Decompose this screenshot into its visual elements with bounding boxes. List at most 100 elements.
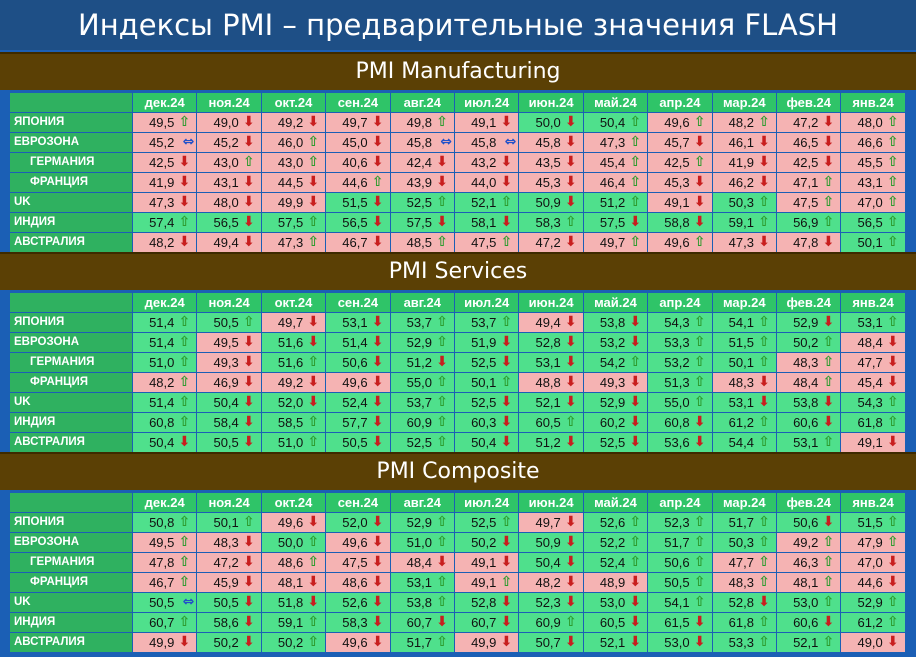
pmi-cell: 53,3 ⇧: [712, 633, 776, 652]
trend-arrow: ⬇: [693, 134, 706, 150]
pmi-cell: 46,7 ⬇: [326, 233, 390, 252]
pmi-cell: 51,5 ⬇: [326, 193, 390, 212]
trend-arrow: ⇧: [822, 354, 835, 370]
pmi-cell: 48,6 ⇧: [261, 553, 326, 572]
trend-arrow: ⇧: [436, 574, 448, 590]
trend-arrow: ⇧: [758, 574, 770, 590]
trend-arrow: ⇧: [307, 154, 320, 170]
month-header: июл.24: [455, 293, 519, 312]
pmi-cell: 48,3 ⬇: [712, 373, 776, 392]
country-label: ЕВРОЗОНА: [10, 333, 132, 352]
trend-arrow: ⇧: [887, 514, 899, 530]
pmi-cell: 50,4 ⇧: [583, 113, 648, 132]
pmi-cell: 47,5 ⬇: [326, 553, 390, 572]
pmi-cell: 50,6 ⇧: [648, 553, 712, 572]
month-header: апр.24: [648, 493, 712, 512]
trend-arrow: ⇧: [178, 354, 191, 370]
trend-arrow: ⇧: [500, 374, 513, 390]
trend-arrow: ⇧: [436, 374, 448, 390]
trend-arrow: ⇧: [629, 554, 642, 570]
pmi-cell: 53,2 ⬇: [583, 333, 648, 352]
pmi-cell: 52,8 ⬇: [519, 333, 583, 352]
pmi-cell: 50,6 ⬇: [326, 353, 390, 372]
trend-arrow: ⇧: [629, 134, 642, 150]
trend-arrow: ⬇: [693, 634, 706, 650]
pmi-cell: 49,6 ⇧: [648, 113, 712, 132]
pmi-cell: 47,3 ⇧: [583, 133, 648, 152]
trend-arrow: ⇧: [887, 154, 899, 170]
trend-arrow: ⬇: [822, 134, 835, 150]
pmi-cell: 49,5 ⇧: [133, 533, 197, 552]
pmi-cell: 48,1 ⬇: [261, 573, 326, 592]
pmi-cell: 54,4 ⇧: [712, 433, 776, 452]
month-header: дек.24: [133, 493, 197, 512]
pmi-cell: 50,9 ⬇: [519, 193, 583, 212]
trend-arrow: ⇧: [307, 634, 320, 650]
pmi-cell: 49,7 ⬇: [261, 313, 326, 332]
trend-arrow: ⇧: [887, 114, 899, 130]
pmi-cell: 52,1 ⬇: [583, 633, 648, 652]
pmi-cell: 52,3 ⬇: [519, 593, 583, 612]
trend-arrow: ⬇: [178, 194, 191, 210]
month-header: фев.24: [777, 493, 841, 512]
trend-arrow: ⬇: [371, 134, 384, 150]
month-header: июл.24: [455, 493, 519, 512]
trend-arrow: ⬇: [500, 594, 513, 610]
pmi-cell: 50,2 ⬇: [197, 633, 261, 652]
pmi-cell: 52,8 ⬇: [712, 593, 776, 612]
pmi-cell: 51,4 ⬇: [326, 333, 390, 352]
trend-arrow: ⇧: [178, 214, 191, 230]
pmi-cell: 51,0 ⇧: [261, 433, 326, 452]
trend-arrow: ⬇: [243, 634, 255, 650]
trend-arrow: ⬇: [758, 234, 770, 250]
trend-arrow: ⬇: [758, 134, 770, 150]
pmi-cell: 51,7 ⇧: [712, 513, 776, 532]
trend-arrow: ⇧: [436, 314, 448, 330]
pmi-cell: 48,2 ⬇: [519, 573, 583, 592]
trend-arrow: ⬇: [307, 174, 320, 190]
trend-arrow: ⇧: [822, 554, 835, 570]
country-label: UK: [10, 593, 132, 612]
trend-arrow: ⇧: [693, 374, 706, 390]
pmi-cell: 60,8 ⇧: [133, 413, 197, 432]
trend-arrow: ⬇: [565, 194, 577, 210]
trend-arrow: ⬇: [887, 334, 899, 350]
pmi-cell: 53,0 ⬇: [648, 633, 712, 652]
pmi-cell: 52,8 ⬇: [455, 593, 519, 612]
pmi-cell: 56,5 ⬇: [197, 213, 261, 232]
country-label: ИНДИЯ: [10, 413, 132, 432]
month-header: ноя.24: [197, 93, 261, 112]
trend-arrow: ⇧: [822, 634, 835, 650]
pmi-cell: 61,8 ⇧: [841, 413, 905, 432]
pmi-cell: 57,4 ⇧: [133, 213, 197, 232]
country-label: ФРАНЦИЯ: [10, 373, 132, 392]
trend-arrow: ⬇: [565, 374, 577, 390]
trend-arrow: ⇧: [693, 354, 706, 370]
trend-arrow: ⇧: [178, 574, 191, 590]
trend-arrow: ⇧: [436, 634, 448, 650]
trend-arrow: ⇧: [887, 234, 899, 250]
trend-arrow: ⬇: [629, 434, 642, 450]
country-label: ГЕРМАНИЯ: [10, 353, 132, 372]
trend-arrow: ⬇: [436, 174, 448, 190]
trend-arrow: ⇧: [887, 614, 899, 630]
pmi-cell: 58,3 ⬇: [326, 613, 390, 632]
section-title: PMI Composite: [0, 452, 916, 490]
trend-arrow: ⇧: [887, 174, 899, 190]
trend-arrow: ⇧: [629, 514, 642, 530]
month-header: янв.24: [841, 293, 905, 312]
pmi-cell: 48,2 ⇧: [712, 113, 776, 132]
pmi-cell: 52,9 ⇧: [390, 513, 454, 532]
page-title: Индексы PMI – предварительные значения F…: [0, 0, 916, 50]
pmi-cell: 49,9 ⬇: [133, 633, 197, 652]
trend-arrow: ⇧: [307, 614, 320, 630]
pmi-cell: 51,6 ⇧: [261, 353, 326, 372]
trend-arrow: ⇧: [887, 194, 899, 210]
pmi-cell: 54,3 ⇧: [841, 393, 905, 412]
month-header: дек.24: [133, 93, 197, 112]
pmi-cell: 50,3 ⇧: [712, 533, 776, 552]
pmi-cell: 46,5 ⬇: [777, 133, 841, 152]
trend-arrow: ⇧: [500, 514, 513, 530]
trend-arrow: ⇧: [565, 214, 577, 230]
pmi-cell: 52,0 ⬇: [261, 393, 326, 412]
